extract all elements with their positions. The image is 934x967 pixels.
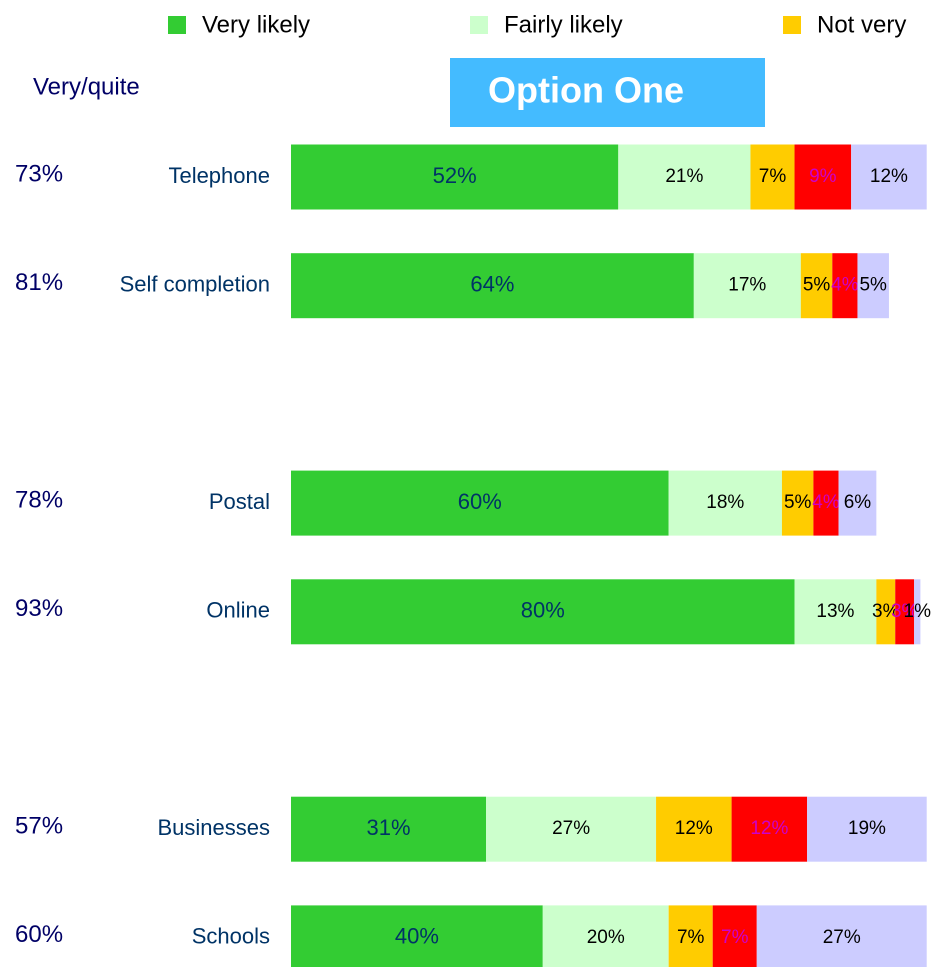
totals-heading: Very/quite [33, 73, 140, 100]
bar-value-label: 52% [433, 163, 477, 188]
bar-segment [668, 470, 782, 536]
bar-segment [656, 796, 732, 862]
bar-value-label: 7% [759, 166, 787, 187]
bar-value-label: 27% [552, 818, 590, 839]
bar-value-label: 7% [677, 927, 705, 948]
bar-value-label: 27% [823, 927, 861, 948]
bar-segment [838, 470, 877, 536]
bar-value-label: 5% [803, 275, 831, 296]
bar-segment [807, 796, 927, 862]
bar-value-label: 3% [891, 601, 919, 622]
bar-value-label: 21% [665, 166, 703, 187]
bar-segment [542, 905, 669, 967]
legend-swatch [470, 16, 488, 34]
bar-segment [876, 579, 896, 645]
bar-value-label: 6% [844, 492, 872, 513]
bar-segment [857, 253, 889, 319]
bar-value-label: 20% [587, 927, 625, 948]
bar-segment [750, 144, 795, 210]
total-label: 81% [15, 269, 63, 296]
legend-label: Not very [817, 11, 906, 38]
legend-label: Fairly likely [504, 11, 623, 38]
bar-value-label: 1% [904, 601, 932, 622]
bar-segment [813, 470, 839, 536]
bar-value-label: 80% [521, 598, 565, 623]
category-label: Self completion [120, 272, 270, 297]
bar-value-label: 4% [812, 492, 840, 513]
bar-value-label: 18% [706, 492, 744, 513]
bar-segment [781, 470, 814, 536]
bar-segment [668, 905, 713, 967]
bar-value-label: 12% [750, 818, 788, 839]
category-label: Postal [209, 489, 270, 514]
bar-segment [914, 579, 921, 645]
legend-swatch [783, 16, 801, 34]
total-label: 57% [15, 813, 63, 840]
chart-title: Option One [488, 70, 684, 111]
title-box [450, 58, 765, 127]
bar-value-label: 31% [367, 815, 411, 840]
bar-value-label: 5% [784, 492, 812, 513]
bar-segment [794, 579, 877, 645]
category-label: Telephone [168, 163, 270, 188]
bar-value-label: 12% [870, 166, 908, 187]
total-label: 73% [15, 160, 63, 187]
bar-value-label: 7% [721, 927, 749, 948]
bar-segment [291, 253, 694, 319]
bar-value-label: 3% [872, 601, 900, 622]
category-label: Businesses [157, 815, 270, 840]
bar-segment [794, 144, 852, 210]
bar-segment [731, 796, 808, 862]
bar-segment [851, 144, 927, 210]
category-label: Online [206, 598, 270, 623]
category-label: Schools [192, 924, 270, 949]
total-label: 78% [15, 486, 63, 513]
bar-value-label: 60% [458, 489, 502, 514]
bar-segment [291, 579, 795, 645]
bar-segment [756, 905, 927, 967]
bar-value-label: 40% [395, 924, 439, 949]
bar-value-label: 9% [809, 166, 837, 187]
bar-segment [486, 796, 657, 862]
bar-value-label: 17% [728, 275, 766, 296]
bar-value-label: 19% [848, 818, 886, 839]
bar-segment [291, 796, 487, 862]
bar-segment [895, 579, 915, 645]
bar-value-label: 4% [831, 275, 859, 296]
legend-label: Very likely [202, 11, 310, 38]
bar-segment [291, 905, 543, 967]
bar-value-label: 13% [816, 601, 854, 622]
bar-value-label: 5% [859, 275, 887, 296]
bar-segment [712, 905, 757, 967]
bar-segment [618, 144, 751, 210]
total-label: 93% [15, 595, 63, 622]
bar-value-label: 12% [675, 818, 713, 839]
total-label: 60% [15, 921, 63, 948]
bar-segment [291, 470, 669, 536]
bar-segment [693, 253, 801, 319]
bar-segment [832, 253, 858, 319]
bar-value-label: 64% [470, 272, 514, 297]
bar-segment [800, 253, 833, 319]
legend-swatch [168, 16, 186, 34]
bar-segment [291, 144, 619, 210]
